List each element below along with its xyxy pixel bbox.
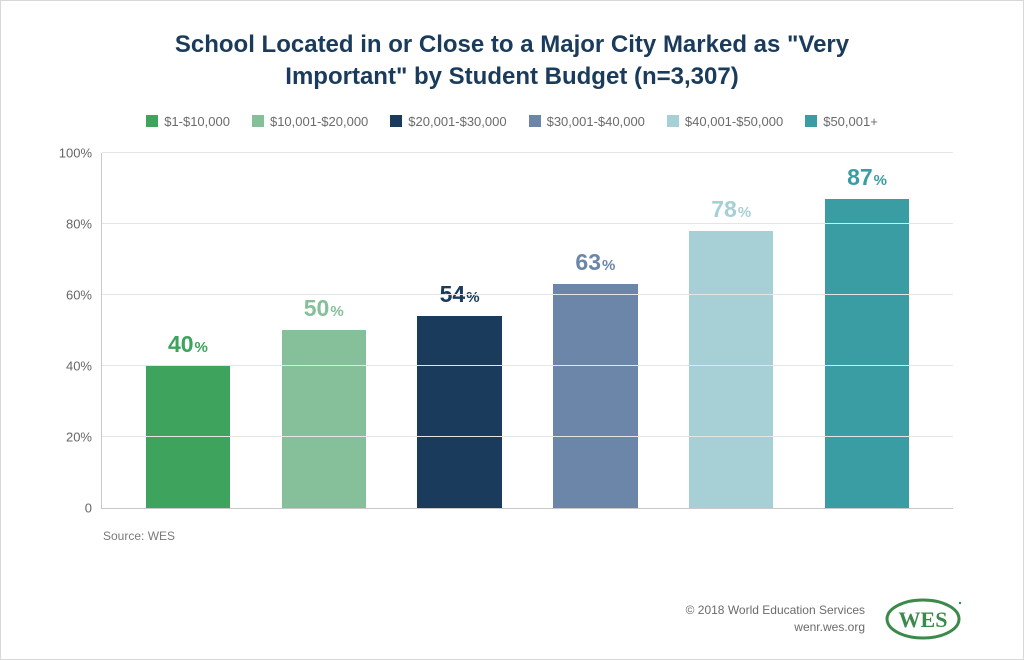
- bar-value-label: 63%: [575, 249, 615, 284]
- grid-line: [102, 223, 953, 224]
- bar-slot: 50%: [256, 153, 392, 508]
- legend-swatch: [805, 115, 817, 127]
- legend-item: $10,001-$20,000: [252, 114, 368, 129]
- svg-text:WES: WES: [899, 607, 948, 632]
- bar: 54%: [417, 316, 501, 508]
- legend-swatch: [529, 115, 541, 127]
- grid-line: [102, 436, 953, 437]
- legend-label: $1-$10,000: [164, 114, 230, 129]
- bar: 50%: [282, 330, 366, 508]
- legend-item: $50,001+: [805, 114, 878, 129]
- copyright-text: © 2018 World Education Services: [686, 602, 865, 619]
- legend-swatch: [146, 115, 158, 127]
- bar-value-label: 40%: [168, 331, 208, 366]
- grid-line: [102, 365, 953, 366]
- legend-swatch: [390, 115, 402, 127]
- bar: 63%: [553, 284, 637, 508]
- chart-container: School Located in or Close to a Major Ci…: [1, 1, 1023, 659]
- legend-label: $50,001+: [823, 114, 878, 129]
- legend-swatch: [667, 115, 679, 127]
- bar: 87%: [825, 199, 909, 508]
- bar-value-label: 50%: [304, 295, 344, 330]
- site-text: wenr.wes.org: [686, 619, 865, 636]
- bar-slot: 87%: [799, 153, 935, 508]
- y-axis-label: 0: [85, 500, 102, 515]
- legend-item: $20,001-$30,000: [390, 114, 506, 129]
- y-axis-label: 20%: [66, 429, 102, 444]
- bar-slot: 78%: [663, 153, 799, 508]
- bar-value-label: 87%: [847, 164, 887, 199]
- bars-area: 40% 50% 54% 63% 78% 87%: [102, 153, 953, 508]
- bar-chart: 40%50%54%63%78%87% 020%40%60%80%100%: [101, 153, 953, 509]
- bar-value-label: 54%: [440, 281, 480, 316]
- legend-item: $40,001-$50,000: [667, 114, 783, 129]
- bar-slot: 40%: [120, 153, 256, 508]
- legend-label: $10,001-$20,000: [270, 114, 368, 129]
- y-axis-label: 80%: [66, 216, 102, 231]
- legend-item: $30,001-$40,000: [529, 114, 645, 129]
- grid-line: [102, 152, 953, 153]
- copyright-block: © 2018 World Education Services wenr.wes…: [686, 602, 865, 636]
- bar-value-label: 78%: [711, 196, 751, 231]
- grid-line: [102, 294, 953, 295]
- legend-swatch: [252, 115, 264, 127]
- footer: © 2018 World Education Services wenr.wes…: [686, 597, 963, 641]
- y-axis-label: 100%: [59, 145, 102, 160]
- legend-label: $20,001-$30,000: [408, 114, 506, 129]
- y-axis-label: 60%: [66, 287, 102, 302]
- y-axis-label: 40%: [66, 358, 102, 373]
- bar: 40%: [146, 366, 230, 508]
- chart-title: School Located in or Close to a Major Ci…: [122, 29, 902, 94]
- legend-label: $40,001-$50,000: [685, 114, 783, 129]
- source-text: Source: WES: [103, 529, 963, 543]
- bar-slot: 63%: [527, 153, 663, 508]
- bar: 78%: [689, 231, 773, 508]
- bar-slot: 54%: [392, 153, 528, 508]
- legend-label: $30,001-$40,000: [547, 114, 645, 129]
- legend: $1-$10,000 $10,001-$20,000 $20,001-$30,000…: [61, 114, 963, 129]
- legend-item: $1-$10,000: [146, 114, 230, 129]
- wes-logo-icon: WES: [883, 597, 963, 641]
